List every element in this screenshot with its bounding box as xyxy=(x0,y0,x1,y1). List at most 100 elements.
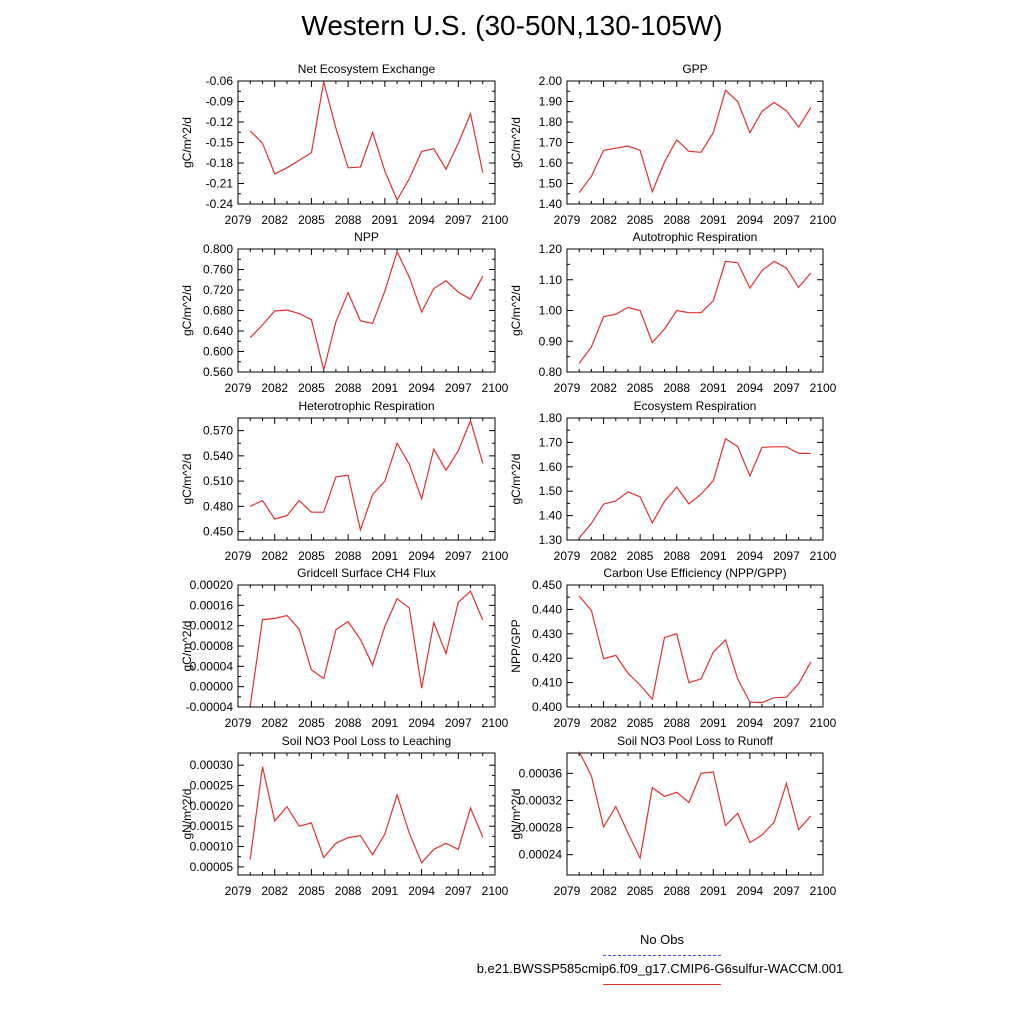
panel-10-title: Soil NO3 Pool Loss to Runoff xyxy=(617,734,774,748)
panel-10-ytick-label: 0.00024 xyxy=(519,848,563,862)
panel-1-ytick-label: -0.21 xyxy=(206,177,234,191)
panel-3-ytick-label: 0.560 xyxy=(203,365,233,379)
panel-7-ytick-label: 0.00004 xyxy=(190,659,234,673)
panel-1-xtick-label: 2094 xyxy=(408,213,435,227)
panel-8-series-line xyxy=(578,595,812,704)
panel-2-ylabel: gC/m^2/d xyxy=(509,117,523,168)
panel-6-ytick-label: 1.30 xyxy=(539,533,563,547)
panel-4: Autotrophic Respiration gC/m^2/d 2079 2082 2… xyxy=(509,230,837,395)
panel-7-ylabel: gC/m^2/d xyxy=(180,621,194,672)
panel-1-xtick-label: 2100 xyxy=(482,213,509,227)
panel-7-ytick-label: 0.00016 xyxy=(190,598,234,612)
panel-3-title: NPP xyxy=(354,230,379,244)
panel-7-xtick-label: 2097 xyxy=(445,716,472,730)
panel-6: Ecosystem Respiration gC/m^2/d 2079 2082 208… xyxy=(509,399,837,563)
panel-9-xtick-label: 2085 xyxy=(298,884,325,898)
panel-7-xtick-label: 2082 xyxy=(261,716,288,730)
panel-4-ytick-label: 0.90 xyxy=(539,334,563,348)
panel-10-xtick-label: 2079 xyxy=(554,884,581,898)
panel-4-xtick-label: 2091 xyxy=(700,381,727,395)
panel-7-title: Gridcell Surface CH4 Flux xyxy=(297,566,436,580)
panel-6-xtick-label: 2082 xyxy=(590,549,617,563)
panel-7: Gridcell Surface CH4 Flux gC/m^2/d 2079 208… xyxy=(180,566,509,730)
panel-8-xtick-label: 2085 xyxy=(627,716,654,730)
panel-3-xtick-label: 2100 xyxy=(482,381,509,395)
panel-5-ytick-label: 0.540 xyxy=(203,449,233,463)
panel-1-ytick-label: -0.24 xyxy=(206,197,234,211)
panel-5-xtick-label: 2088 xyxy=(335,549,362,563)
panel-8-xtick-label: 2100 xyxy=(810,716,837,730)
panel-9-ylabel: gN/m^2/d xyxy=(180,789,194,840)
panel-4-xtick-label: 2100 xyxy=(810,381,837,395)
panel-10-series-line xyxy=(578,751,812,861)
panel-9-frame xyxy=(237,752,496,876)
panel-5-xtick-label: 2100 xyxy=(482,549,509,563)
panel-8-xtick-label: 2097 xyxy=(773,716,800,730)
panel-9-xtick-label: 2097 xyxy=(445,884,472,898)
panel-7-ytick-label: 0.00020 xyxy=(190,578,234,592)
panel-7-xtick-label: 2091 xyxy=(372,716,399,730)
panel-8-ytick-label: 0.450 xyxy=(532,578,562,592)
panel-6-ytick-label: 1.50 xyxy=(539,484,563,498)
panel-8-ytick-label: 0.440 xyxy=(532,602,562,616)
panel-5-xtick-label: 2079 xyxy=(225,549,252,563)
panel-9-ytick-label: 0.00020 xyxy=(190,799,234,813)
panel-1-ytick-label: -0.09 xyxy=(206,95,234,109)
panel-8-ytick-label: 0.430 xyxy=(532,627,562,641)
panel-6-xtick-label: 2100 xyxy=(810,549,837,563)
panel-1-ytick-label: -0.15 xyxy=(206,136,234,150)
panel-2-ytick-label: 1.80 xyxy=(539,115,563,129)
panel-9-ytick-label: 0.00010 xyxy=(190,840,234,854)
panel-3-ytick-label: 0.720 xyxy=(203,283,233,297)
panel-6-ytick-label: 1.40 xyxy=(539,509,563,523)
panel-2-xtick-label: 2097 xyxy=(773,213,800,227)
panel-4-xtick-label: 2097 xyxy=(773,381,800,395)
panel-2-ytick-label: 1.90 xyxy=(539,95,563,109)
panel-2-ytick-label: 1.50 xyxy=(539,177,563,191)
panel-5-xtick-label: 2091 xyxy=(372,549,399,563)
panel-4-xtick-label: 2082 xyxy=(590,381,617,395)
panel-4-ylabel: gC/m^2/d xyxy=(509,285,523,336)
panel-2-ytick-label: 1.40 xyxy=(539,197,563,211)
panel-8-ytick-label: 0.400 xyxy=(532,700,562,714)
panel-5-ytick-label: 0.570 xyxy=(203,424,233,438)
panel-6-series-line xyxy=(578,437,811,539)
panel-8-title: Carbon Use Efficiency (NPP/GPP) xyxy=(603,566,786,580)
panel-9-ytick-label: 0.00005 xyxy=(190,860,234,874)
panel-6-xtick-label: 2097 xyxy=(773,549,800,563)
panel-7-xtick-label: 2088 xyxy=(335,716,362,730)
panel-6-ytick-label: 1.80 xyxy=(539,411,563,425)
panel-1-xtick-label: 2085 xyxy=(298,213,325,227)
panel-9-xtick-label: 2079 xyxy=(225,884,252,898)
panel-7-ytick-label: 0.00008 xyxy=(190,639,234,653)
panel-3-ytick-label: 0.640 xyxy=(203,324,233,338)
panel-6-ytick-label: 1.60 xyxy=(539,460,563,474)
panel-2-frame xyxy=(566,80,824,205)
panel-4-series-line xyxy=(578,260,812,364)
panel-5-ytick-label: 0.480 xyxy=(203,499,233,513)
panel-4-xtick-label: 2079 xyxy=(554,381,581,395)
panel-5-xtick-label: 2082 xyxy=(261,549,288,563)
panel-6-xtick-label: 2088 xyxy=(663,549,690,563)
panel-7-ytick-label: 0.00000 xyxy=(190,680,234,694)
panel-9-xtick-label: 2100 xyxy=(482,884,509,898)
panel-10-xtick-label: 2082 xyxy=(590,884,617,898)
panel-9-xtick-label: 2094 xyxy=(408,884,435,898)
legend-obs-swatch xyxy=(603,955,721,956)
panel-1: Net Ecosystem Exchange gC/m^2/d 2079 2082 20… xyxy=(180,62,509,227)
panel-10-xtick-label: 2097 xyxy=(773,884,800,898)
panel-6-frame xyxy=(566,417,824,541)
panel-10-xtick-label: 2100 xyxy=(810,884,837,898)
panel-3-xtick-label: 2094 xyxy=(408,381,435,395)
panel-4-xtick-label: 2088 xyxy=(663,381,690,395)
panel-4-ytick-label: 1.00 xyxy=(539,304,563,318)
panel-6-xtick-label: 2085 xyxy=(627,549,654,563)
panel-1-xtick-label: 2082 xyxy=(261,213,288,227)
panel-10-frame xyxy=(566,752,824,876)
panel-5-ylabel: gC/m^2/d xyxy=(180,454,194,505)
panel-5-frame xyxy=(237,417,496,541)
panel-3-xtick-label: 2088 xyxy=(335,381,362,395)
panel-3-xtick-label: 2097 xyxy=(445,381,472,395)
panel-9-xtick-label: 2082 xyxy=(261,884,288,898)
